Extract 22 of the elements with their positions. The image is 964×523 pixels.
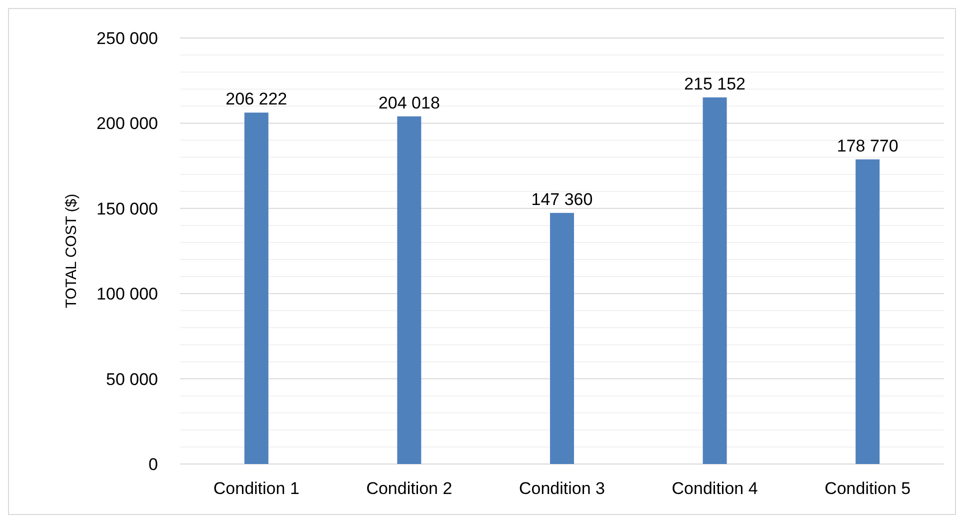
y-tick-label: 50 000 bbox=[106, 370, 158, 389]
data-label: 178 770 bbox=[836, 136, 898, 156]
y-tick-label: 150 000 bbox=[96, 199, 158, 218]
x-tick-label: Condition 2 bbox=[366, 479, 452, 498]
bar bbox=[856, 159, 880, 464]
bar bbox=[550, 212, 574, 464]
y-tick-label: 200 000 bbox=[96, 114, 158, 134]
bar bbox=[244, 112, 268, 464]
x-tick-label: Condition 1 bbox=[213, 479, 300, 498]
bar bbox=[702, 97, 727, 464]
x-tick-label: Condition 4 bbox=[672, 479, 758, 498]
y-axis-title: TOTAL COST ($) bbox=[63, 194, 80, 308]
data-label: 206 222 bbox=[226, 90, 288, 109]
bar bbox=[397, 116, 422, 464]
x-tick-label: Condition 3 bbox=[518, 479, 606, 498]
y-tick-label: 250 000 bbox=[96, 28, 158, 48]
y-tick-label: 100 000 bbox=[96, 284, 158, 304]
x-tick-label: Condition 5 bbox=[824, 479, 911, 498]
data-label: 147 360 bbox=[531, 190, 593, 209]
y-tick-label: 0 bbox=[148, 454, 158, 474]
data-label: 204 018 bbox=[378, 93, 440, 112]
data-label: 215 152 bbox=[684, 74, 746, 94]
